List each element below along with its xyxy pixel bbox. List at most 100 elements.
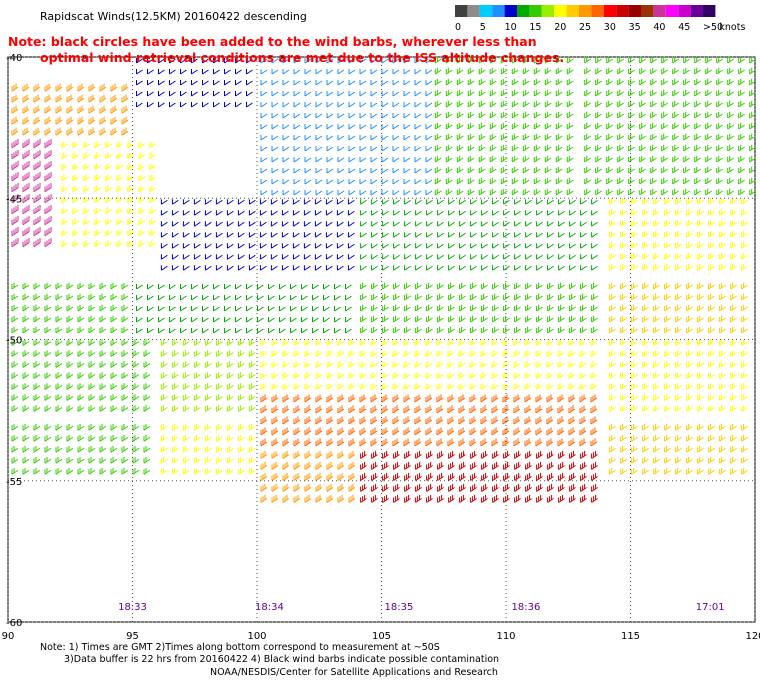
wind-region [609,282,748,334]
wind-barbs [136,284,352,334]
wind-barbs [11,83,129,136]
legend-swatch [517,5,530,17]
note-line-2: optimal wind retrieval conditions are me… [40,50,564,65]
wind-region [260,339,598,390]
wind-region [160,423,256,475]
wind-barbs [11,339,151,412]
wind-region [11,138,52,248]
wind-region [136,284,352,334]
legend-swatch [479,5,493,17]
legend-swatch [467,5,480,17]
legend-swatch [579,5,592,17]
wind-barbs [434,56,574,196]
wind-barbs [609,339,748,412]
wind-barbs [360,199,598,271]
pass-time-label: 18:33 [118,602,147,613]
legend-swatch [653,5,666,17]
wind-barbs [11,138,52,248]
wind-barbs [584,56,756,196]
wind-barbs [136,58,253,108]
footer-line-1: Note: 1) Times are GMT 2)Times along bot… [40,642,440,653]
wind-barbs [260,339,598,390]
y-tick-label: -50 [6,336,22,347]
footer-line-3: NOAA/NESDIS/Center for Satellite Applica… [210,667,498,678]
y-tick-label: -45 [6,194,22,205]
pass-time-label: 18:36 [512,602,541,613]
wind-region [609,197,748,271]
legend-swatch [678,5,691,17]
wind-barbs [360,450,598,503]
wind-barbs [160,423,256,475]
wind-region [61,141,157,248]
legend-swatch [616,5,629,17]
wind-region [260,450,356,503]
wind-region [609,339,748,412]
x-tick-label: 90 [2,631,15,642]
wind-barbs [260,450,356,503]
pass-time-label: 18:34 [255,602,284,613]
legend-label: 15 [529,22,541,33]
wind-barbs [61,141,157,248]
wind-barb-field [11,56,756,503]
wind-region [136,58,253,108]
legend-label: 25 [579,22,591,33]
grid [7,56,756,623]
wind-barbs [11,423,151,475]
wind-barbs [609,282,748,334]
x-tick-label: 115 [621,631,640,642]
wind-barbs [260,58,433,196]
legend-label: 30 [604,22,616,33]
legend-swatch [504,5,517,17]
wind-barbs [160,339,256,412]
axis-ticks: 90 95 100 105 110 115 120 -40 -45 -50 -55 -60 [2,53,760,642]
wind-region [609,423,748,475]
x-tick-label: 105 [372,631,391,642]
wind-region [160,199,355,271]
legend-label: 35 [629,22,641,33]
legend-label: >50 [703,22,723,33]
legend-swatch [628,5,641,17]
wind-region [360,282,598,334]
legend-label: 20 [554,22,566,33]
wind-barbs [11,282,129,334]
legend-label: 45 [678,22,690,33]
wind-region [11,339,151,412]
y-tick-label: -60 [6,618,22,629]
wind-region [11,423,151,475]
wind-region [434,56,574,196]
x-tick-label: 120 [745,631,760,642]
wind-region [260,394,598,447]
pass-time-label: 17:01 [696,602,725,613]
legend-label: 0 [455,22,461,33]
legend-swatch [703,5,716,17]
legend-unit: knots [719,22,745,33]
legend-swatch [690,5,703,17]
footer-line-2: 3)Data buffer is 22 hrs from 20160422 4)… [64,654,499,665]
legend-swatch [603,5,617,17]
pass-time-label: 18:35 [385,602,414,613]
legend-label: 40 [653,22,665,33]
legend-swatch [566,5,579,17]
pass-time-labels: 18:33 18:34 18:35 18:36 17:01 [118,602,725,613]
legend-swatch [529,5,542,17]
wind-region [11,282,129,334]
wind-region [360,450,598,503]
wind-barbs [609,197,748,271]
x-tick-label: 95 [126,631,139,642]
wind-barbs [160,199,355,271]
legend-swatch [665,5,679,17]
note-line-1: Note: black circles have been added to t… [8,34,537,49]
legend-swatch [554,5,567,17]
y-tick-label: -55 [6,477,22,488]
wind-region [584,56,756,196]
wind-barbs [609,423,748,475]
legend-swatch [591,5,604,17]
legend-swatch [641,5,654,17]
wind-region [11,83,129,136]
legend-swatch [455,5,468,17]
wind-barbs [360,282,598,334]
y-tick-label: -40 [6,53,22,64]
x-tick-label: 100 [247,631,266,642]
